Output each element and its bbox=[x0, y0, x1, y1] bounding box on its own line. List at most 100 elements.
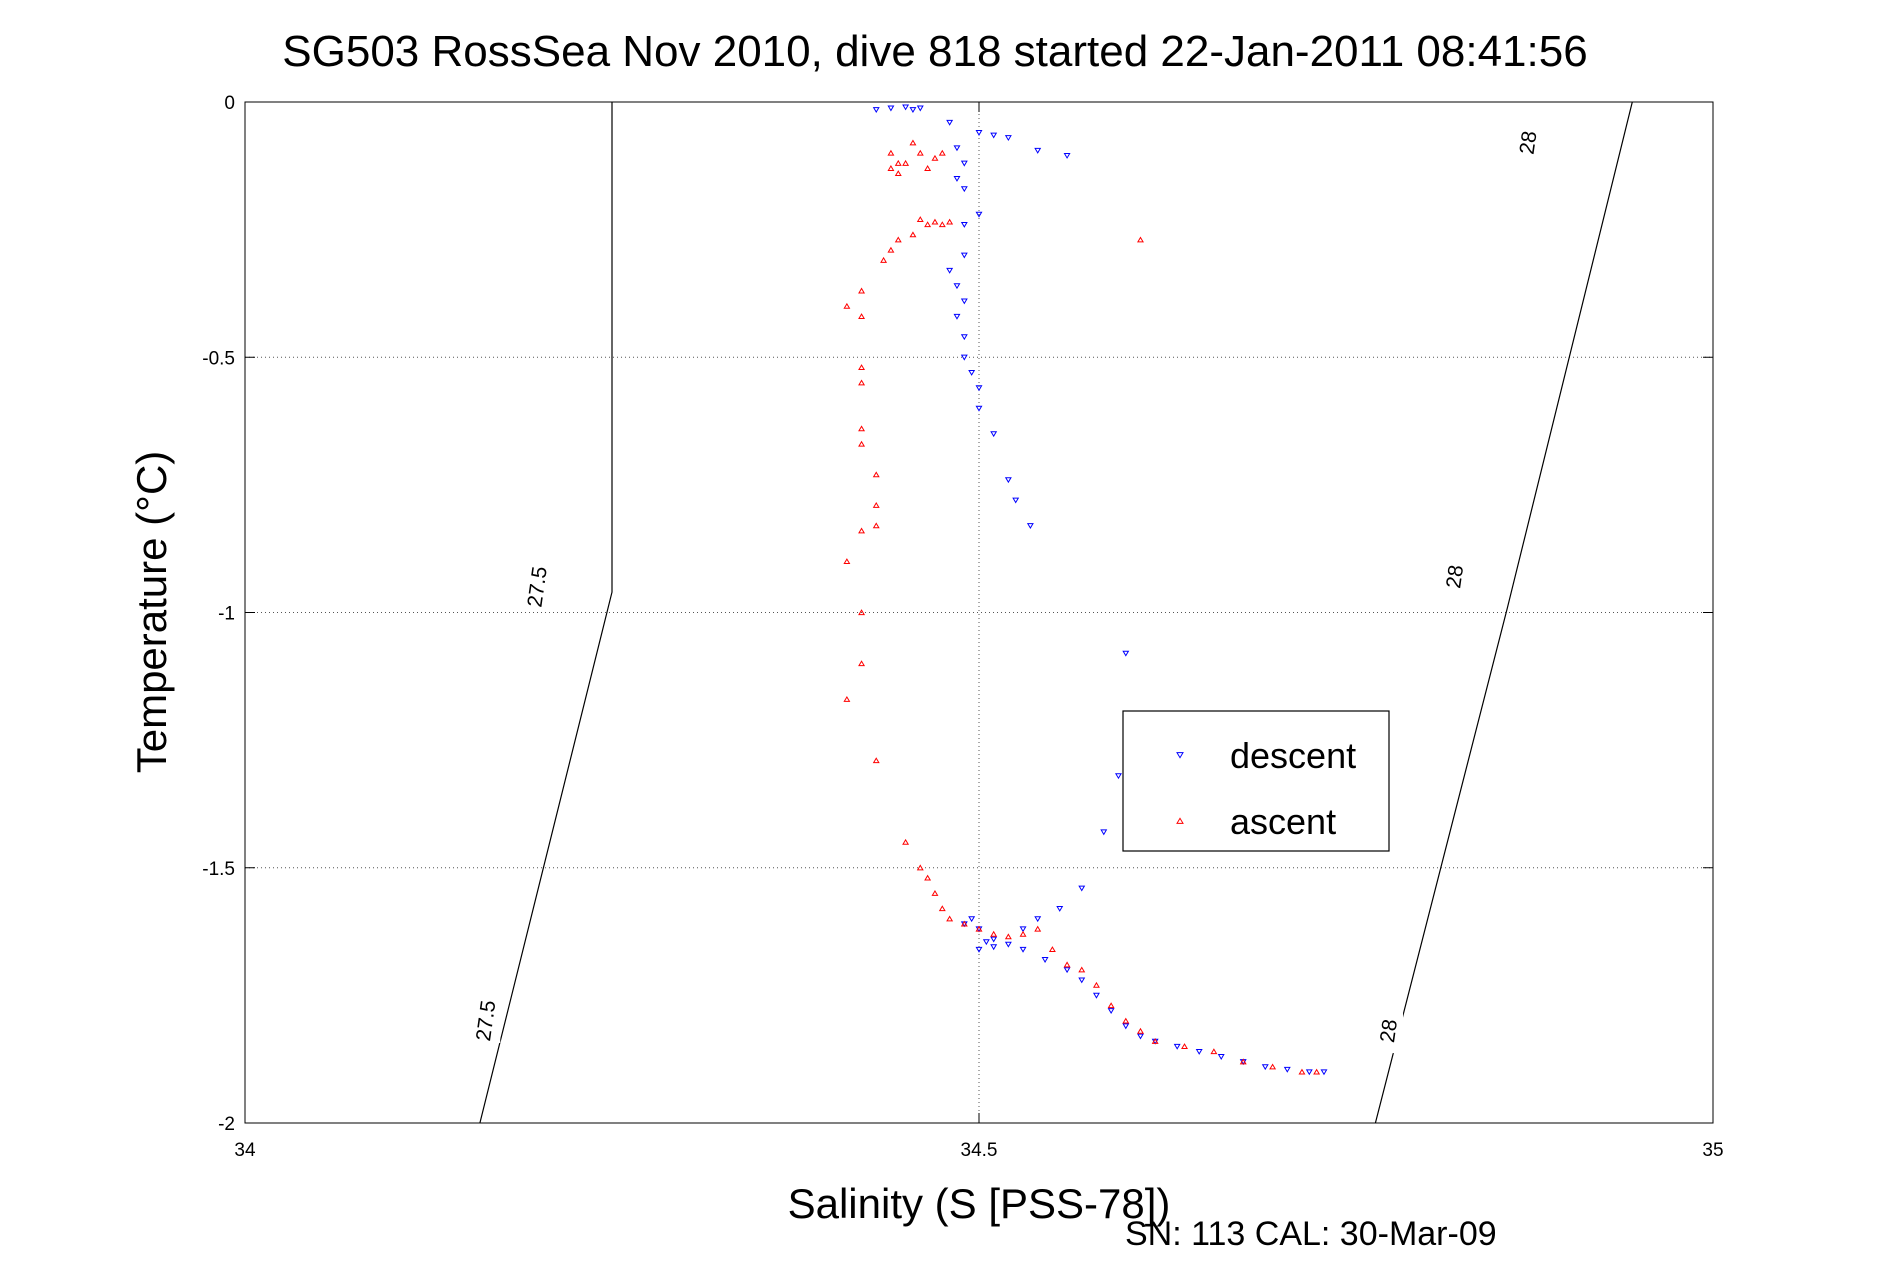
ascent-point bbox=[872, 501, 880, 508]
ascent-point bbox=[1048, 946, 1056, 953]
descent-point bbox=[916, 105, 924, 112]
descent-point bbox=[960, 221, 968, 228]
ascent-point bbox=[924, 221, 932, 228]
ascent-point bbox=[1210, 1048, 1218, 1055]
ascent-point bbox=[902, 159, 910, 166]
descent-point bbox=[1107, 1008, 1115, 1015]
ascent-point bbox=[1313, 1068, 1321, 1075]
ascent-point bbox=[843, 558, 851, 565]
ascent-point bbox=[946, 218, 954, 225]
y-tick-label: -1.5 bbox=[202, 859, 235, 880]
ascent-point bbox=[872, 471, 880, 478]
ascent-point bbox=[931, 889, 939, 896]
ascent-point bbox=[975, 925, 983, 932]
ascent-point bbox=[1034, 925, 1042, 932]
ascent-point bbox=[938, 905, 946, 912]
descent-point bbox=[990, 944, 998, 951]
y-tick-label: -2 bbox=[218, 1114, 235, 1135]
descent-point bbox=[1012, 497, 1020, 504]
contour-label-28: 28 bbox=[1442, 564, 1468, 590]
descent-point bbox=[990, 132, 998, 139]
ascent-point bbox=[858, 313, 866, 319]
descent-point bbox=[946, 267, 954, 274]
descent-point bbox=[960, 298, 968, 305]
descent-point bbox=[902, 104, 910, 111]
contour-label-28: 28 bbox=[1376, 1018, 1402, 1044]
descent-point bbox=[1217, 1054, 1225, 1060]
y-tick-label: -1 bbox=[218, 604, 235, 625]
x-tick-label: 35 bbox=[1702, 1140, 1723, 1161]
ascent-point bbox=[1239, 1058, 1247, 1065]
ascent-point bbox=[887, 149, 895, 156]
descent-point bbox=[960, 160, 968, 167]
descent-point bbox=[960, 354, 968, 361]
density-contour-28 bbox=[1374, 101, 1633, 1124]
contour-label-27.5: 27.5 bbox=[472, 999, 500, 1043]
ascent-point bbox=[924, 165, 932, 171]
descent-point bbox=[946, 119, 954, 126]
descent-point bbox=[982, 939, 990, 946]
ascent-point bbox=[858, 440, 866, 447]
ascent-point bbox=[1181, 1043, 1188, 1050]
descent-point bbox=[1195, 1048, 1203, 1055]
ascent-point bbox=[858, 287, 866, 294]
ascent-point bbox=[843, 302, 851, 309]
descent-point bbox=[1026, 523, 1034, 530]
series-ascent bbox=[843, 139, 1321, 1075]
ascent-point bbox=[843, 695, 851, 702]
ascent-point bbox=[1019, 930, 1027, 937]
ascent-point bbox=[894, 170, 902, 177]
descent-point bbox=[960, 252, 968, 259]
contour-label-bg bbox=[525, 564, 552, 609]
descent-point bbox=[1100, 829, 1108, 836]
ascent-point bbox=[916, 864, 924, 871]
descent-point bbox=[960, 186, 968, 193]
descent-point bbox=[887, 105, 895, 112]
ascent-point bbox=[1122, 1017, 1130, 1024]
x-tick-label: 34.5 bbox=[961, 1140, 998, 1161]
ascent-point bbox=[858, 660, 866, 667]
data-series bbox=[843, 104, 1328, 1076]
ascent-point bbox=[946, 915, 954, 922]
ascent-point bbox=[872, 757, 880, 764]
ascent-point bbox=[938, 149, 946, 156]
ascent-point bbox=[858, 609, 866, 616]
ascent-point bbox=[880, 256, 888, 263]
contour-label-28: 28 bbox=[1516, 130, 1542, 156]
descent-point bbox=[1019, 926, 1027, 933]
ascent-point bbox=[916, 149, 924, 156]
ascent-point bbox=[858, 364, 866, 371]
ascent-point bbox=[916, 216, 924, 222]
descent-point bbox=[960, 334, 968, 341]
ascent-point bbox=[1004, 933, 1012, 940]
descent-point bbox=[1173, 1043, 1181, 1050]
ascent-point bbox=[894, 159, 902, 166]
descent-point bbox=[1078, 885, 1086, 892]
descent-point bbox=[975, 946, 983, 953]
contour-label-bg bbox=[1377, 1009, 1404, 1054]
descent-point bbox=[975, 130, 983, 136]
descent-point bbox=[1122, 1023, 1130, 1030]
descent-point bbox=[909, 107, 917, 113]
x-axis-label: Salinity (S [PSS-78]) bbox=[788, 1180, 1171, 1227]
descent-point bbox=[953, 313, 961, 320]
descent-point bbox=[1320, 1069, 1328, 1076]
ascent-point bbox=[858, 425, 866, 432]
descent-point bbox=[953, 175, 961, 182]
density-contour-27.5 bbox=[479, 102, 613, 1124]
contour-label-bg bbox=[1516, 120, 1543, 165]
descent-point bbox=[1078, 977, 1086, 984]
ascent-point bbox=[931, 218, 939, 225]
descent-point bbox=[1056, 906, 1064, 912]
ascent-point bbox=[1107, 1002, 1115, 1009]
descent-point bbox=[1092, 992, 1100, 999]
ascent-point bbox=[909, 139, 917, 146]
ascent-point bbox=[1063, 961, 1071, 968]
descent-point bbox=[953, 283, 961, 290]
legend-box bbox=[1122, 710, 1390, 852]
descent-point bbox=[968, 916, 976, 923]
ascent-point bbox=[894, 236, 902, 243]
ascent-point bbox=[931, 154, 939, 161]
density-contours: 27.5 27.5 28 28 28 bbox=[472, 101, 1633, 1124]
